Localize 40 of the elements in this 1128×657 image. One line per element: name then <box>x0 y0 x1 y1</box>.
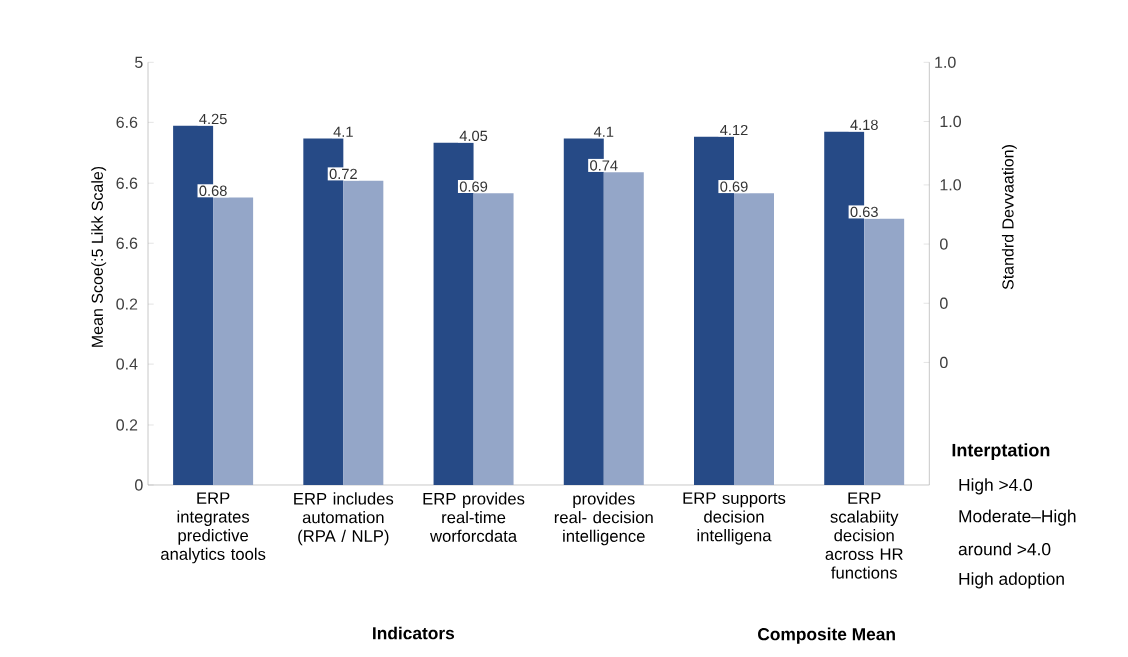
data-label: 4.18 <box>850 119 878 131</box>
data-label: 0.74 <box>590 160 618 171</box>
text: 6.6 <box>116 237 138 249</box>
text: Composite Mean <box>758 627 895 644</box>
data-label: 0.69 <box>720 181 748 192</box>
text: 1.0 <box>940 115 962 128</box>
data-label: 4.1 <box>333 126 353 137</box>
text: 0.2 <box>116 298 138 310</box>
data-label: 0.72 <box>329 168 357 180</box>
text: 0.2 <box>116 419 138 431</box>
y2-tick-label: 1.0 <box>935 56 956 68</box>
x-tick-label: ERP includes automation (RPA / NLP) <box>294 492 394 546</box>
text: 6.6 <box>116 116 138 128</box>
x-tick-label: ERP supports decision intelligena <box>683 492 786 545</box>
text: 6.6 <box>116 177 138 189</box>
x-tick-label: provides real- decision intelligence <box>554 492 653 546</box>
x-tick-label: ERP scalabiity decision across HR functions <box>825 492 903 579</box>
text: around >4.0 <box>958 542 1051 556</box>
text: 0 <box>940 356 948 369</box>
data-label: 0.68 <box>199 185 227 196</box>
text: High >4.0 <box>959 478 1033 495</box>
text: 0 <box>940 297 948 309</box>
text: Moderate–High <box>959 509 1076 526</box>
x-tick-label: ERP integrates predictive analytics tools <box>161 492 266 564</box>
text: 1.0 <box>940 179 962 191</box>
y2-axis-title: Standrd Devvaation) <box>1001 145 1017 290</box>
y-axis-title: Mean Scoe(:5 Likk Scale) <box>91 166 107 347</box>
data-label: 4.05 <box>459 130 488 142</box>
data-label: 0.63 <box>850 206 878 218</box>
text: 0.4 <box>116 358 138 370</box>
text: Indicators <box>373 626 455 640</box>
text: High adoption <box>959 572 1064 589</box>
data-label: 4.1 <box>593 126 614 137</box>
text: 0 <box>940 238 948 250</box>
x-tick-label: ERP provides real-time worforcdata <box>423 492 525 542</box>
legend-title: Interptation <box>952 443 1050 461</box>
y-tick-label: 5 <box>135 56 143 68</box>
data-label: 4.25 <box>199 113 227 125</box>
data-label: 0.69 <box>459 181 488 192</box>
data-label: 4.12 <box>720 124 748 136</box>
